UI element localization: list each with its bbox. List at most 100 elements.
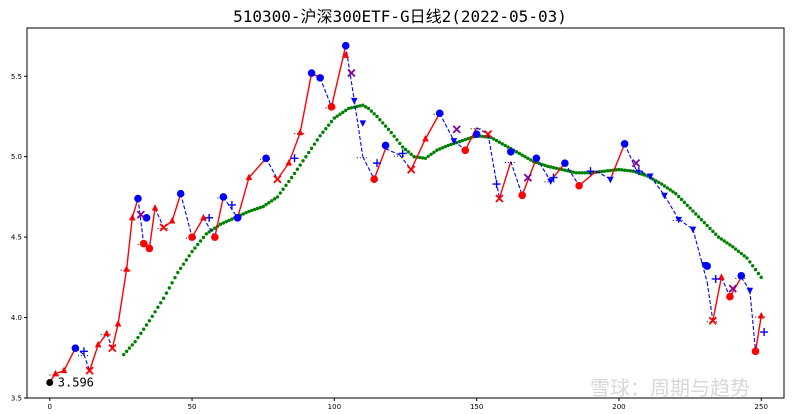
ma-dot	[181, 262, 186, 266]
marker-triangle-up	[114, 320, 122, 327]
ma-dot	[736, 249, 741, 253]
marker-x	[483, 130, 493, 139]
y-tick-label: 4.5	[11, 234, 22, 242]
x-tick-label: 50	[188, 403, 197, 411]
ma-dot	[292, 171, 297, 176]
ma-dot	[133, 339, 137, 344]
price-segment-up	[88, 344, 99, 371]
marker-triangle-up	[94, 340, 102, 348]
ma-dot	[355, 104, 359, 109]
ma-dot	[272, 197, 277, 201]
ma-dot	[497, 140, 502, 144]
price-segment-up	[236, 177, 250, 219]
marker-circle	[461, 146, 470, 155]
ma-dot	[688, 206, 692, 210]
marker-plus	[549, 173, 558, 182]
ma-dot	[284, 183, 288, 188]
ma-dot	[725, 241, 729, 245]
marker-triangle-up	[123, 265, 130, 272]
marker-x	[407, 165, 416, 174]
marker-circle	[233, 214, 242, 222]
ma-dot	[691, 209, 695, 213]
price-segment-down	[154, 207, 165, 228]
ma-dot	[221, 221, 226, 225]
marker-circle	[211, 233, 219, 241]
ma-dot	[213, 226, 217, 230]
ma-dot	[571, 170, 576, 174]
marker-triangle-up	[103, 329, 110, 337]
ma-dot	[605, 169, 610, 173]
ma-dot	[529, 158, 533, 162]
ma-dot	[622, 168, 627, 172]
ma-dot	[147, 319, 152, 323]
ma-dot	[466, 136, 470, 141]
price-segment-down	[476, 127, 489, 135]
marker-plus	[586, 167, 595, 176]
ma-dot	[731, 245, 735, 249]
marker-triangle-up	[151, 204, 159, 211]
ma-dot	[190, 249, 194, 254]
marker-plus	[205, 213, 214, 222]
ma-dot	[583, 171, 587, 175]
price-segment-down	[624, 143, 637, 170]
ma-dot	[201, 235, 206, 240]
ma-dot	[346, 106, 351, 111]
price-segment-down	[649, 175, 665, 196]
ma-dot	[526, 156, 530, 161]
marker-circle	[262, 154, 270, 163]
ma-dot	[338, 112, 342, 116]
ma-dot	[164, 291, 169, 295]
price-segment-up	[148, 208, 156, 249]
ma-dot	[748, 260, 752, 264]
price-segment-up	[171, 193, 182, 222]
ma-dot	[694, 212, 698, 216]
ma-dot	[696, 215, 701, 219]
marker-x	[273, 175, 282, 184]
marker-triangle-down	[450, 138, 458, 145]
price-segment-up	[754, 315, 762, 352]
ma-dot	[318, 134, 322, 138]
ma-dot	[756, 271, 761, 276]
ma-dot	[640, 172, 644, 176]
ma-dot	[326, 123, 331, 127]
ma-dot	[554, 166, 559, 170]
marker-plus	[290, 154, 299, 163]
marker-triangle-down	[350, 97, 358, 105]
ma-dot	[603, 169, 607, 173]
ma-dot	[383, 124, 388, 128]
ma-dot	[685, 203, 689, 207]
marker-circle	[139, 239, 148, 248]
ma-dot	[449, 142, 453, 147]
marker-circle	[561, 159, 569, 167]
ma-dot	[733, 247, 738, 251]
marker-x	[136, 210, 145, 219]
ma-dot	[136, 335, 140, 340]
price-segment-up	[410, 138, 427, 170]
ma-dot	[719, 237, 724, 241]
ma-dot	[585, 171, 590, 175]
ma-dot	[722, 239, 726, 243]
marker-triangle-up	[128, 213, 136, 221]
ma-dot	[198, 239, 203, 243]
ma-dot	[122, 352, 126, 357]
ma-dot	[409, 152, 413, 156]
marker-plus	[227, 200, 236, 209]
marker-circle	[327, 103, 336, 111]
ma-dot	[159, 301, 163, 305]
ma-dot	[252, 207, 257, 212]
ma-dot	[156, 305, 160, 309]
ma-dot	[150, 314, 154, 318]
marker-triangle-down	[701, 261, 708, 269]
marker-circle	[341, 41, 350, 50]
ma-dot	[227, 218, 231, 223]
x-tick-label: 150	[470, 403, 483, 411]
ma-dot	[713, 232, 718, 236]
marker-triangle-up	[296, 128, 304, 136]
ma-dot	[429, 152, 433, 156]
ma-dot	[443, 144, 448, 149]
ma-dot	[543, 163, 547, 168]
ma-dot	[127, 346, 132, 350]
ma-dot	[548, 165, 553, 169]
ma-dot	[141, 327, 146, 331]
price-series	[49, 45, 766, 383]
